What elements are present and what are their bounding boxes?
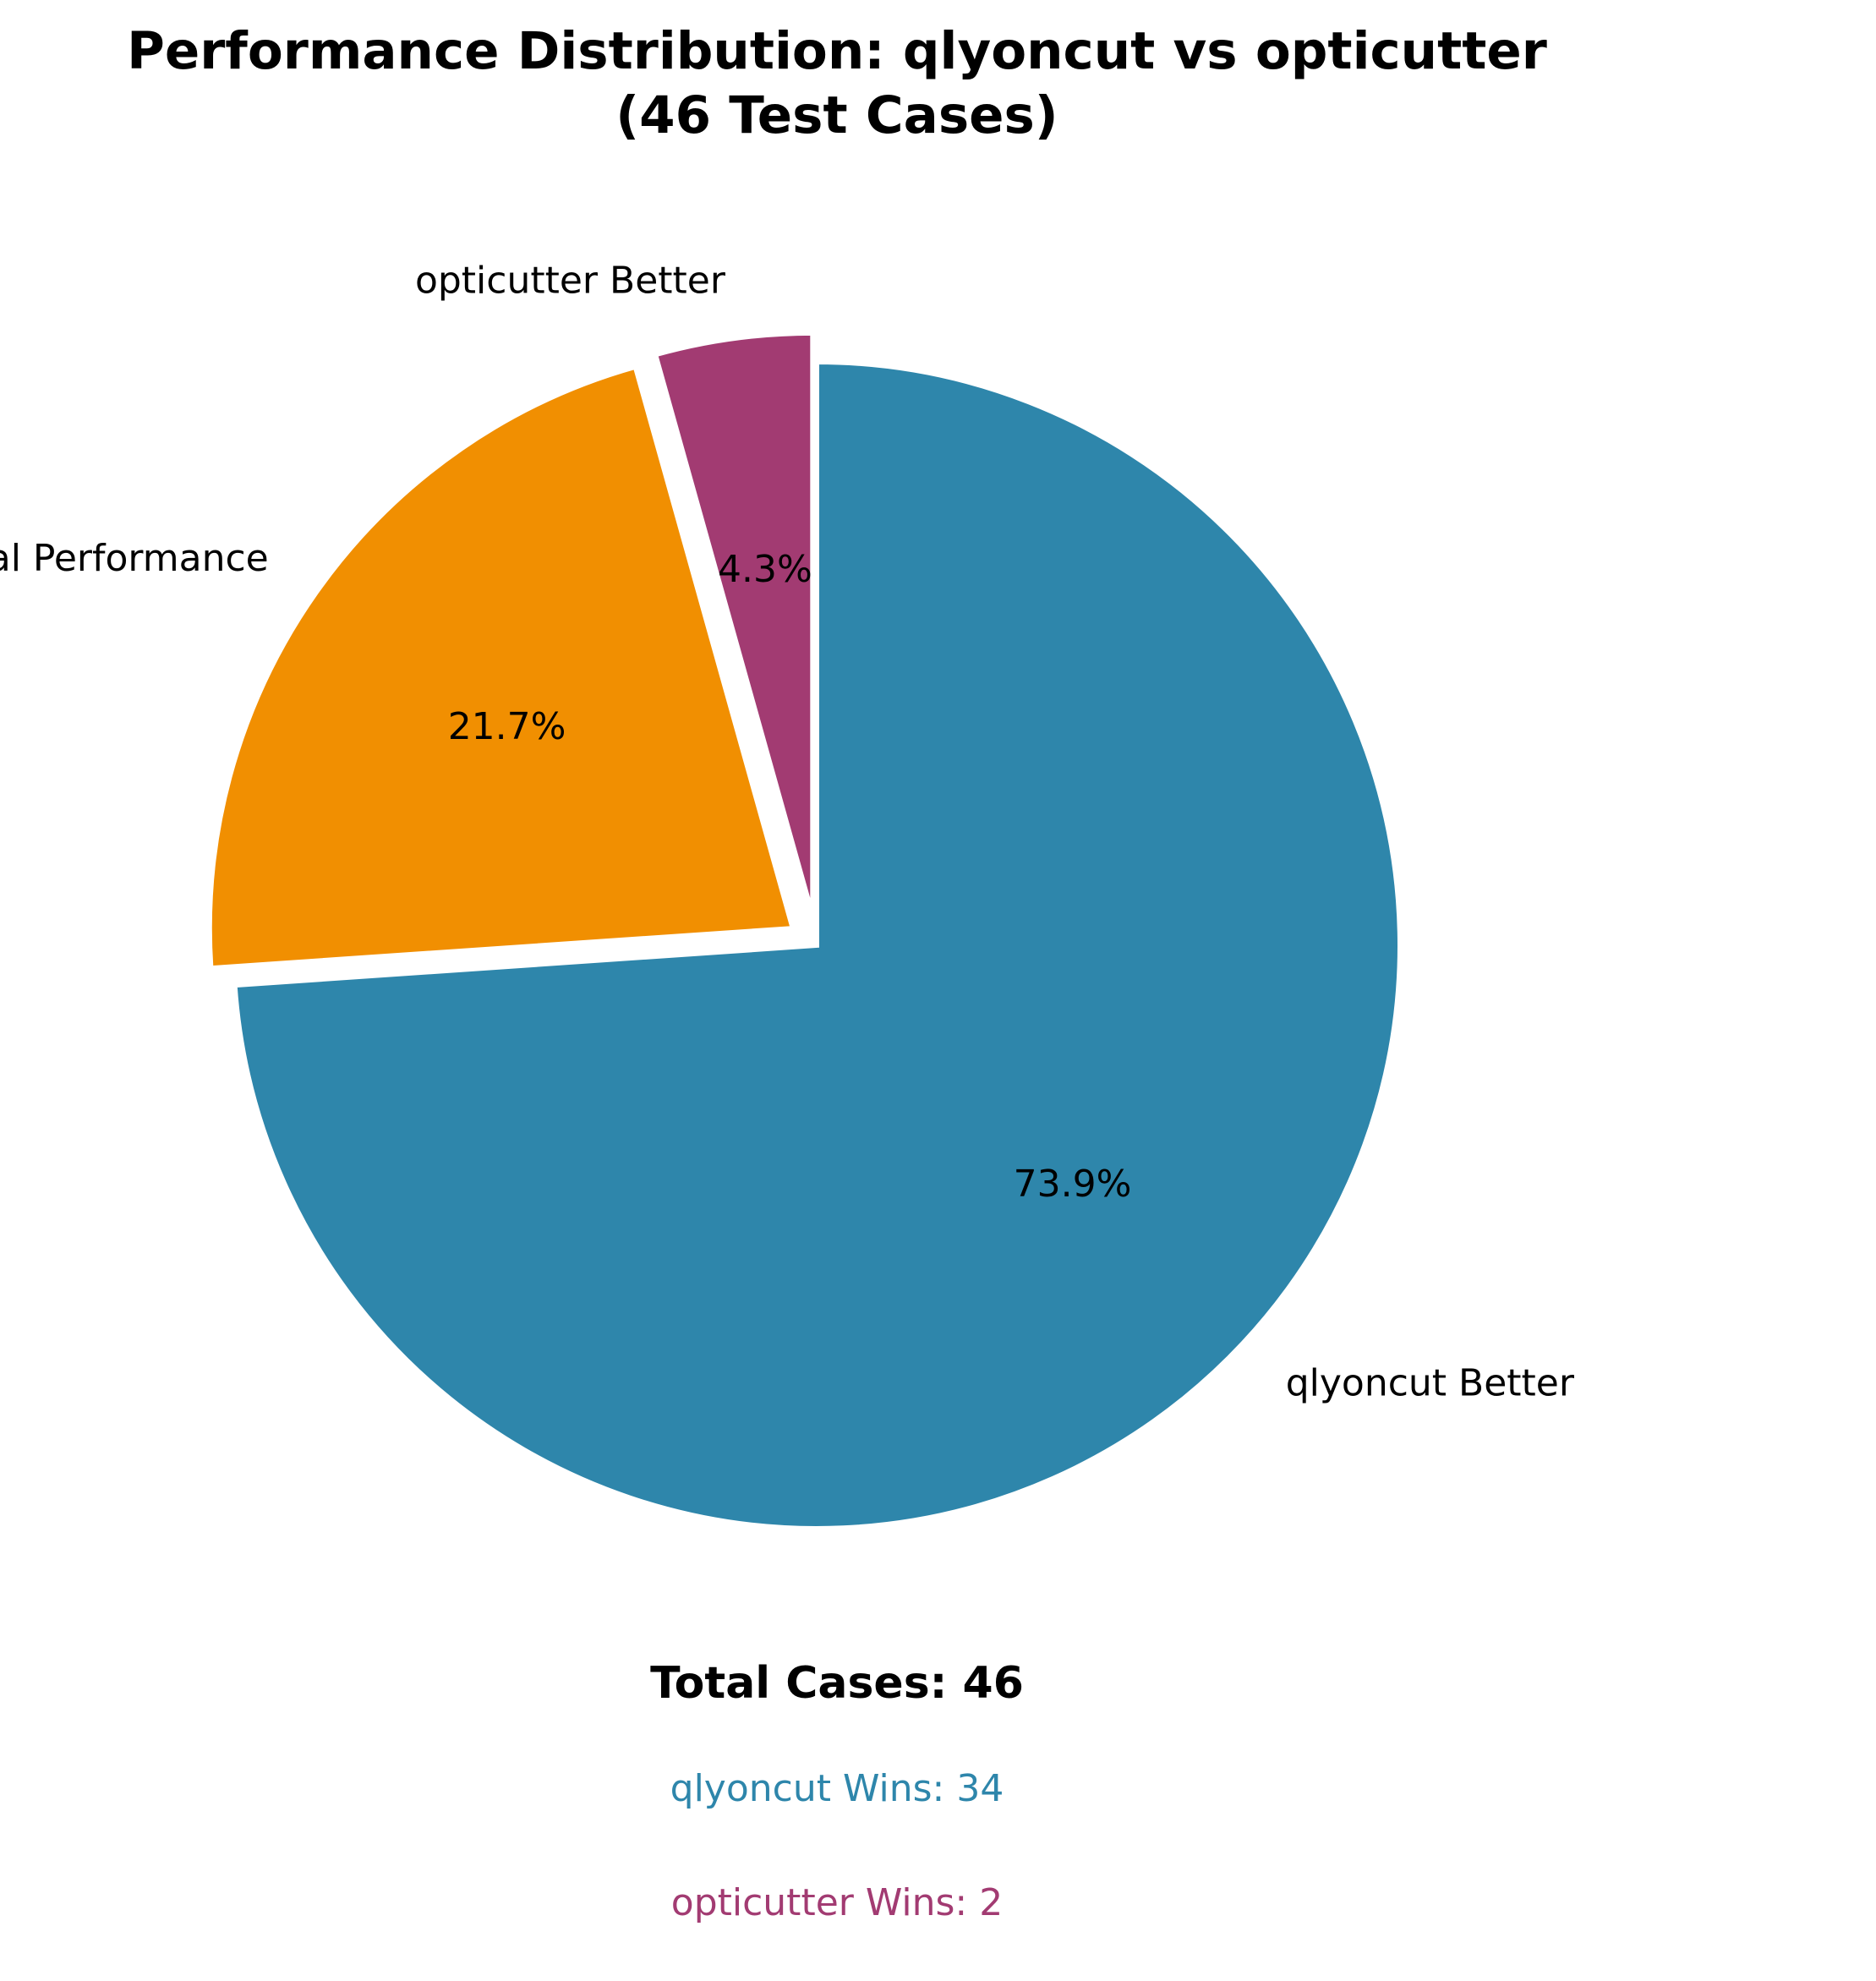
summary-total-cases: Total Cases: 46 [650, 1658, 1024, 1709]
pie-slice-opticutter-better [652, 330, 816, 917]
pie-labels: 73.9% qlyoncut Better 21.7% Equal Performan… [0, 259, 1575, 1404]
slice-label-equal-performance: Equal Performance [0, 537, 269, 580]
pie-slice-qlyoncut-better [232, 358, 1403, 1531]
slice-label-qlyoncut-better: qlyoncut Better [1286, 1362, 1575, 1405]
summary-opticutter-wins: opticutter Wins: 2 [671, 1881, 1003, 1924]
chart-title-line-1: Performance Distribution: qlyoncut vs op… [127, 21, 1547, 81]
percent-label-opticutter-better: 4.3% [718, 548, 812, 591]
summary-qlyoncut-wins: qlyoncut Wins: 34 [670, 1767, 1004, 1810]
chart-title-line-2: (46 Test Cases) [615, 85, 1058, 145]
pie-slice-equal-performance [206, 363, 796, 971]
pie-slices [206, 330, 1403, 1531]
slice-label-opticutter-better: opticutter Better [415, 259, 726, 302]
percent-label-qlyoncut-better: 73.9% [1014, 1163, 1132, 1206]
percent-label-equal-performance: 21.7% [448, 705, 566, 748]
